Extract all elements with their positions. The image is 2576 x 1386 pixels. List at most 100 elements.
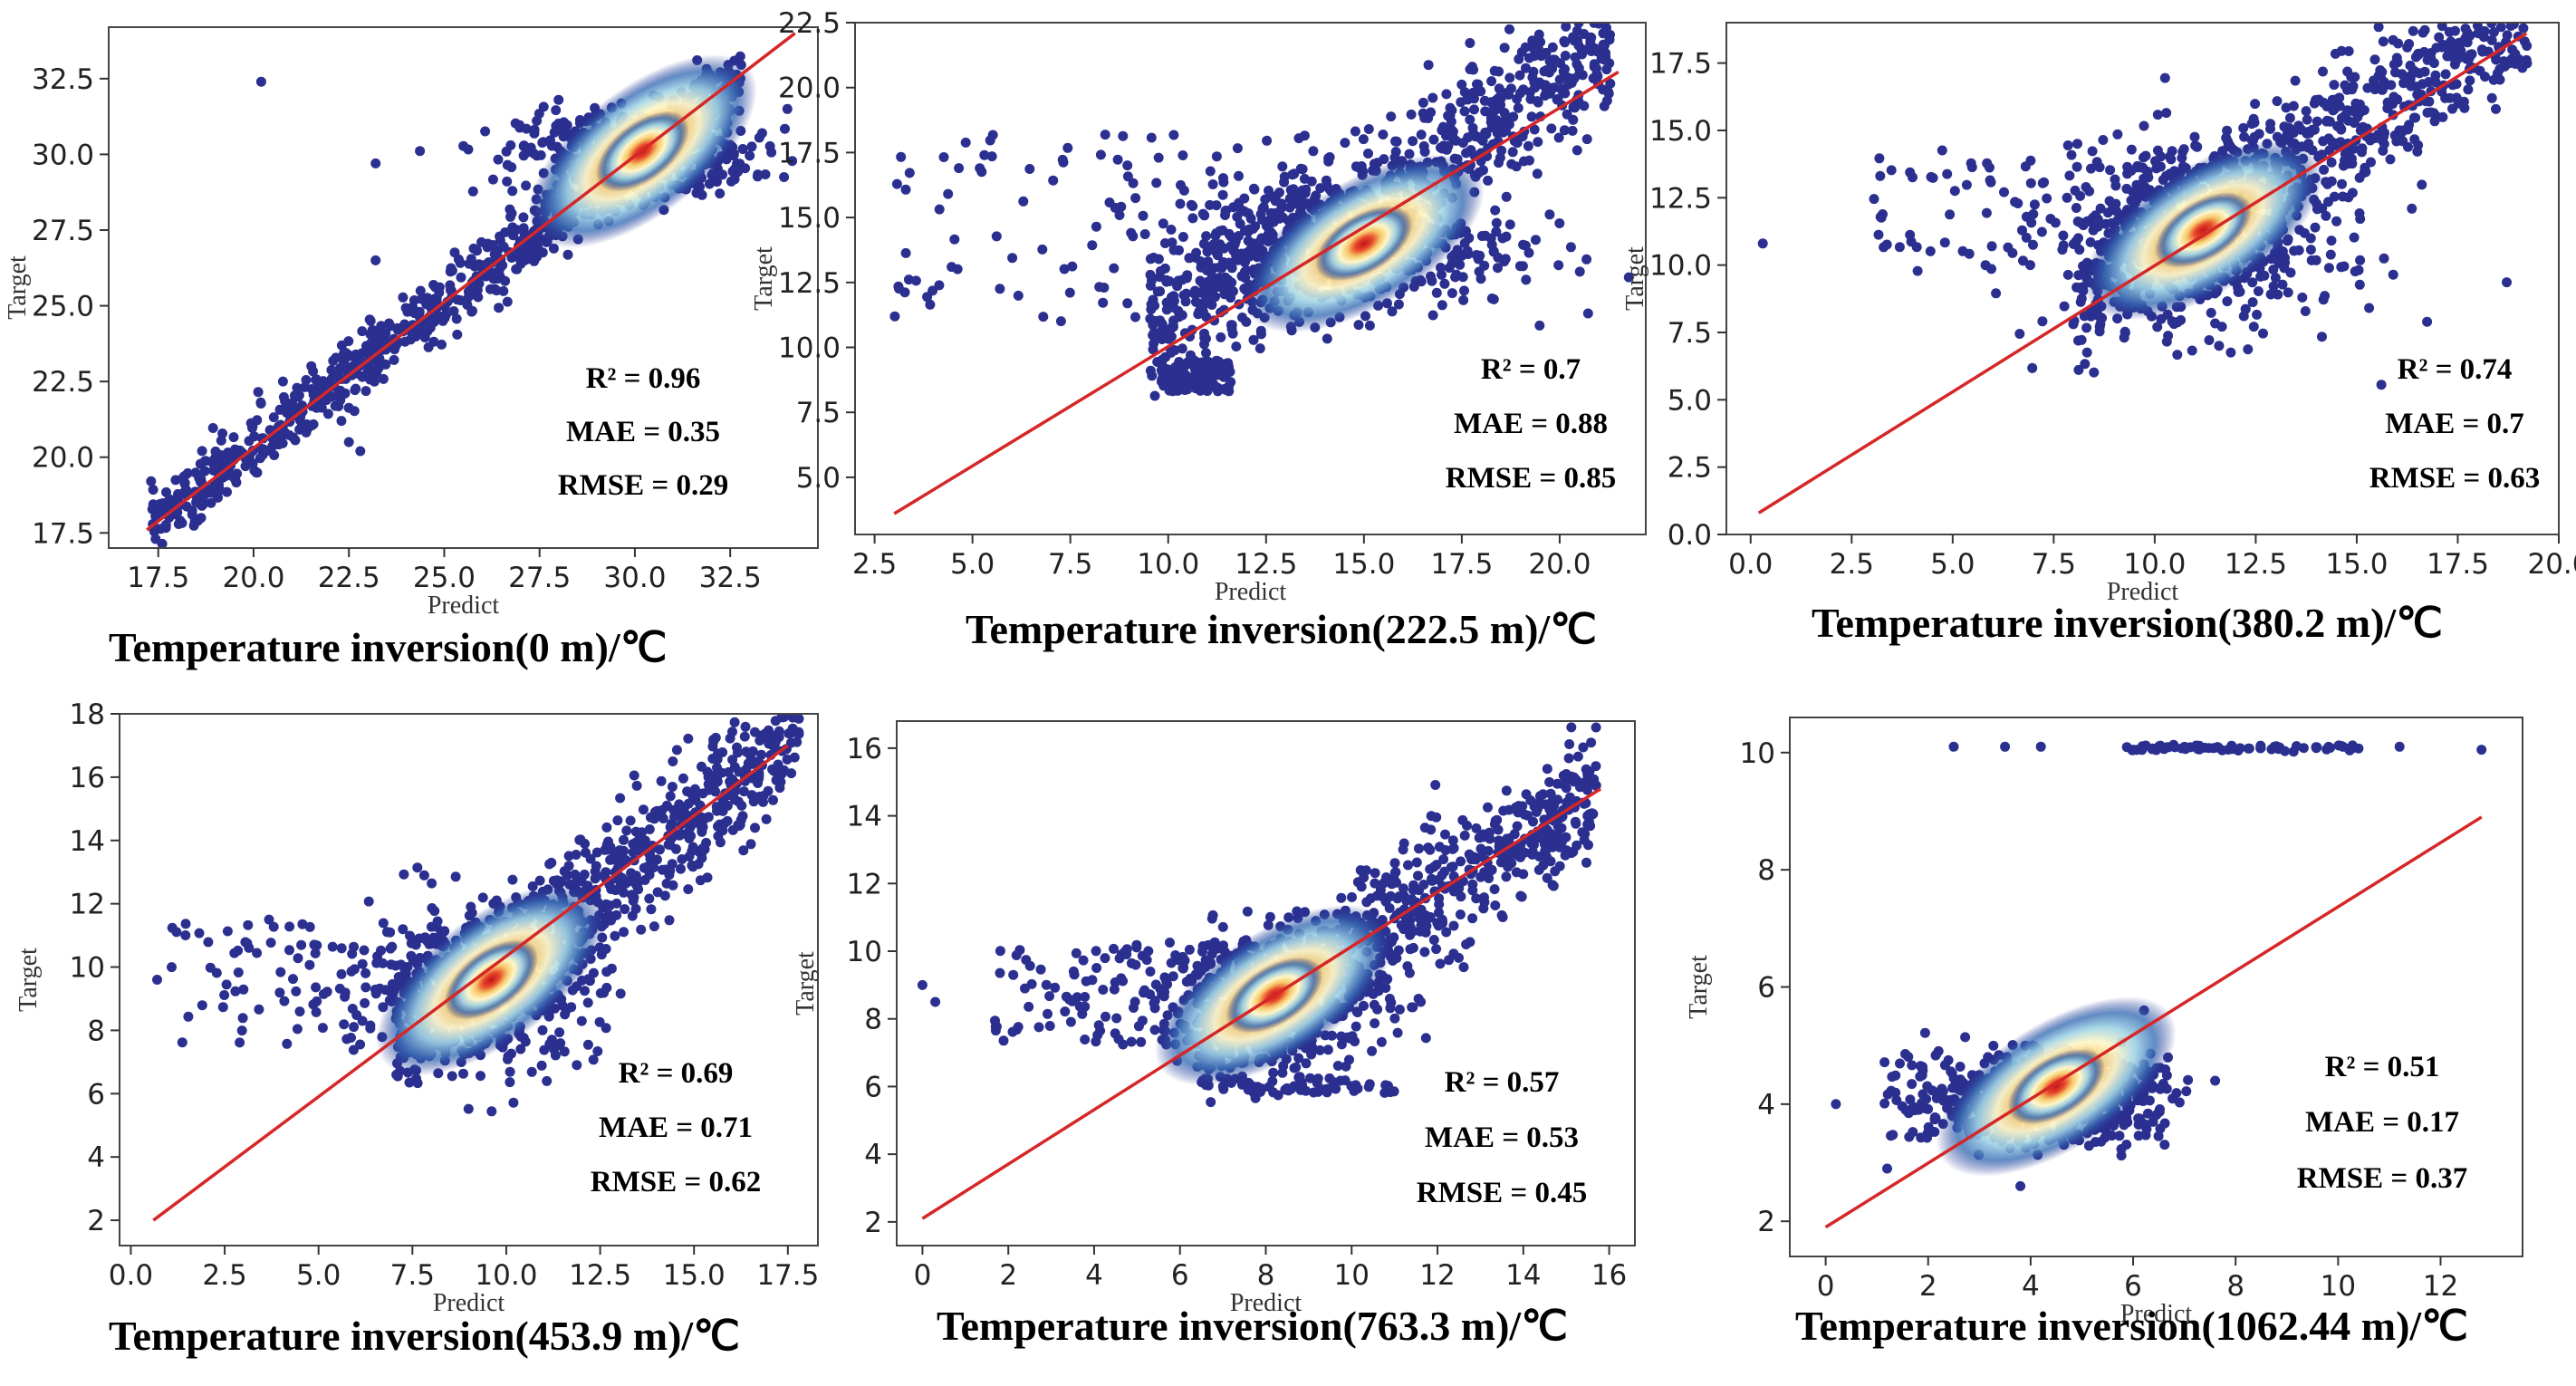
- data-point: [562, 120, 572, 130]
- data-point: [333, 385, 344, 396]
- data-point: [207, 423, 218, 433]
- data-point: [1215, 239, 1226, 250]
- data-point: [1018, 196, 1029, 207]
- data-point: [1431, 287, 1442, 298]
- data-point: [255, 397, 266, 408]
- data-point: [2369, 54, 2380, 65]
- data-point: [1219, 364, 1230, 375]
- data-point: [1340, 138, 1350, 149]
- data-point: [146, 476, 157, 486]
- data-point: [1322, 179, 1332, 190]
- data-point: [563, 861, 574, 871]
- data-point: [635, 836, 646, 847]
- data-point: [1423, 60, 1434, 71]
- data-point: [2259, 270, 2270, 281]
- data-point: [1232, 143, 1243, 154]
- data-point: [1109, 263, 1120, 274]
- data-point: [1600, 51, 1611, 62]
- data-point: [703, 772, 714, 783]
- data-point: [1166, 292, 1177, 303]
- y-tick-label: 5.0: [796, 462, 841, 495]
- data-point: [1471, 250, 1482, 260]
- data-point: [1353, 320, 1364, 331]
- data-point: [1427, 92, 1438, 103]
- data-point: [1254, 343, 1265, 354]
- data-point: [615, 793, 626, 804]
- data-point: [1130, 193, 1141, 204]
- data-point: [1480, 127, 1491, 138]
- data-point: [910, 275, 921, 286]
- data-point: [2027, 362, 2038, 373]
- data-point: [365, 315, 376, 326]
- data-point: [2273, 253, 2283, 264]
- data-point: [2324, 145, 2335, 156]
- data-point: [2386, 80, 2397, 91]
- data-point: [1350, 126, 1360, 137]
- data-point: [310, 388, 321, 398]
- data-point: [756, 749, 767, 760]
- data-point: [2018, 255, 2028, 266]
- data-point: [1221, 205, 1232, 216]
- data-point: [2385, 154, 2396, 165]
- data-point: [621, 825, 632, 836]
- data-point: [2388, 269, 2398, 280]
- data-point: [1211, 363, 1222, 374]
- data-point: [1218, 177, 1229, 188]
- data-point: [447, 1071, 457, 1082]
- x-tick-label: 2.5: [1830, 548, 1874, 581]
- data-point: [2017, 225, 2027, 236]
- data-point: [311, 374, 322, 385]
- data-point: [178, 472, 188, 483]
- data-point: [1437, 143, 1447, 154]
- data-point: [1986, 264, 1996, 274]
- data-point: [1147, 302, 1158, 313]
- data-point: [1201, 348, 1211, 359]
- data-point: [437, 339, 447, 350]
- data-point: [2403, 141, 2413, 152]
- data-point: [1007, 253, 1018, 264]
- data-point: [464, 258, 475, 269]
- data-point: [1211, 151, 1222, 162]
- data-point: [1465, 114, 1475, 125]
- data-point: [502, 296, 513, 307]
- data-point: [2172, 350, 2183, 361]
- metric-r2: R² = 0.96: [586, 362, 701, 395]
- data-point: [740, 721, 751, 732]
- data-point: [2247, 297, 2258, 308]
- data-point: [2121, 183, 2132, 194]
- data-point: [1527, 35, 1538, 46]
- plot-area: [1757, 23, 2533, 515]
- x-tick-label: 32.5: [699, 562, 762, 594]
- data-point: [1591, 63, 1601, 73]
- data-point: [2354, 208, 2365, 218]
- panel-title: Temperature inversion(0 m)/℃: [109, 624, 667, 670]
- data-point: [2405, 60, 2416, 71]
- x-tick-label: 10.0: [1137, 548, 1199, 581]
- data-point: [1581, 254, 1592, 265]
- data-point: [734, 821, 745, 832]
- data-point: [658, 813, 668, 823]
- data-point: [1942, 168, 1953, 179]
- data-point: [1091, 221, 1101, 232]
- data-point: [2461, 31, 2472, 42]
- data-point: [1249, 184, 1260, 195]
- data-point: [519, 140, 529, 151]
- data-point: [322, 409, 333, 419]
- data-point: [1024, 164, 1035, 174]
- data-point: [2444, 26, 2455, 37]
- data-point: [361, 341, 371, 351]
- data-point: [251, 467, 262, 478]
- data-point: [2357, 143, 2368, 154]
- data-point: [326, 365, 337, 375]
- data-point: [715, 188, 726, 199]
- data-point: [753, 769, 764, 780]
- data-point: [2364, 303, 2375, 313]
- data-point: [1122, 171, 1133, 182]
- data-point: [644, 893, 655, 904]
- data-point: [612, 815, 623, 826]
- axes-frame: [854, 22, 1647, 535]
- y-tick-label: 27.5: [32, 215, 94, 247]
- data-point: [2204, 335, 2215, 345]
- data-point: [1293, 198, 1302, 209]
- data-point: [1098, 297, 1109, 308]
